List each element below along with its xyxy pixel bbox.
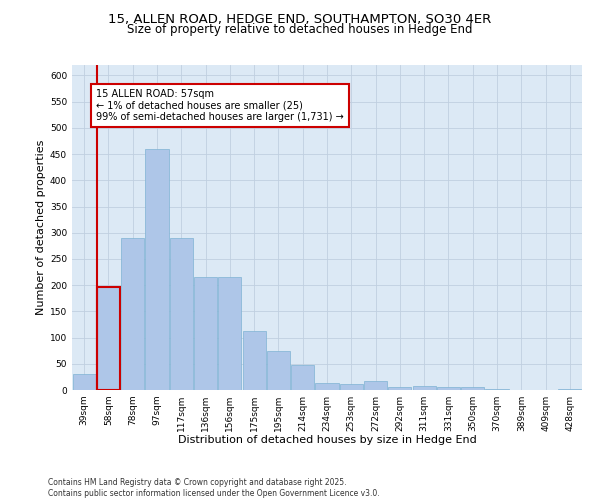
Y-axis label: Number of detached properties: Number of detached properties <box>36 140 46 315</box>
Text: Size of property relative to detached houses in Hedge End: Size of property relative to detached ho… <box>127 22 473 36</box>
Bar <box>364 380 387 390</box>
Text: 15, ALLEN ROAD, HEDGE END, SOUTHAMPTON, SO30 4ER: 15, ALLEN ROAD, HEDGE END, SOUTHAMPTON, … <box>109 12 491 26</box>
Bar <box>218 278 241 390</box>
Bar <box>170 238 193 390</box>
X-axis label: Distribution of detached houses by size in Hedge End: Distribution of detached houses by size … <box>178 436 476 446</box>
Bar <box>242 332 266 390</box>
Bar <box>340 384 363 390</box>
Bar <box>413 386 436 390</box>
Bar <box>291 366 314 390</box>
Text: 15 ALLEN ROAD: 57sqm
← 1% of detached houses are smaller (25)
99% of semi-detach: 15 ALLEN ROAD: 57sqm ← 1% of detached ho… <box>96 88 344 122</box>
Bar <box>388 388 412 390</box>
Bar <box>121 238 144 390</box>
Bar <box>73 374 95 390</box>
Bar <box>267 350 290 390</box>
Bar <box>97 286 120 390</box>
Bar <box>437 388 460 390</box>
Bar <box>145 149 169 390</box>
Text: Contains HM Land Registry data © Crown copyright and database right 2025.
Contai: Contains HM Land Registry data © Crown c… <box>48 478 380 498</box>
Bar <box>461 388 484 390</box>
Bar <box>194 278 217 390</box>
Bar <box>316 383 338 390</box>
